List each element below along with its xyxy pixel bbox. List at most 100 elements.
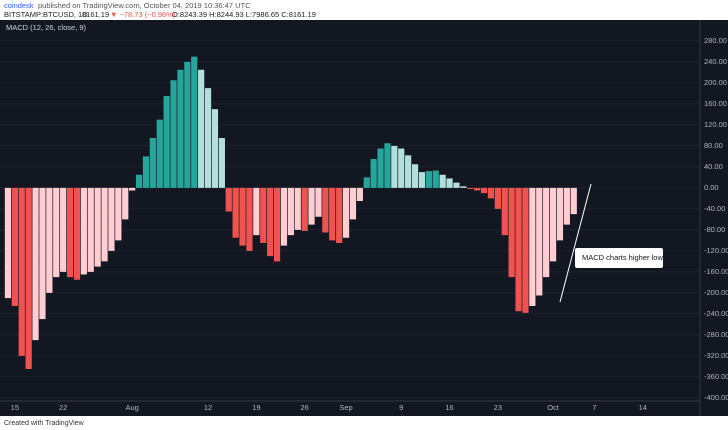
bar [563, 187, 570, 225]
bar [356, 187, 363, 202]
bar [515, 187, 522, 312]
bar [418, 172, 426, 188]
bar [129, 187, 136, 191]
bar [73, 187, 81, 280]
bar [163, 96, 170, 188]
bar [384, 143, 391, 188]
bar [80, 187, 87, 275]
y-tick-label: 0.00 [704, 183, 719, 192]
bar [570, 187, 577, 215]
x-tick-label: 7 [592, 403, 596, 412]
y-tick-label: 200.00 [704, 78, 727, 87]
bar [280, 187, 288, 246]
x-tick-label: 23 [494, 403, 502, 412]
bar [142, 156, 150, 188]
bar [536, 187, 543, 296]
bar [522, 187, 529, 313]
x-tick-label: Aug [125, 403, 138, 412]
bar [225, 187, 232, 212]
x-tick-label: Oct [547, 403, 560, 412]
y-tick-label: -360.00 [704, 372, 728, 381]
bar [349, 187, 357, 220]
bar [253, 187, 260, 236]
bar [453, 182, 460, 188]
bar [198, 69, 205, 188]
bar [543, 187, 550, 278]
bar [232, 187, 239, 238]
y-tick-label: -160.00 [704, 267, 728, 276]
bar [398, 148, 405, 188]
ohlc: O:8243.39 H:8244.93 L:7986.65 C:8161.19 [172, 10, 316, 19]
bar [529, 187, 536, 306]
x-tick-label: 9 [399, 403, 403, 412]
x-tick-label: 19 [252, 403, 260, 412]
bar [549, 187, 557, 262]
bar [170, 80, 177, 188]
change: ▼ −78.73 (−0.96%) [110, 10, 176, 19]
annotation-line [559, 183, 592, 303]
bar [308, 187, 315, 225]
bar [501, 187, 508, 236]
bar [122, 187, 129, 220]
y-tick-label: 280.00 [704, 36, 727, 45]
y-tick-label: 80.00 [704, 141, 723, 150]
bar [177, 69, 184, 188]
bar [439, 174, 446, 188]
bar [267, 187, 274, 257]
x-tick-label: 14 [639, 403, 647, 412]
price: 8161.19 [82, 10, 109, 19]
bar [260, 187, 267, 243]
bar [46, 187, 53, 293]
bar [191, 56, 198, 188]
bar [342, 187, 350, 238]
bar [494, 187, 501, 209]
x-tick-label: 26 [300, 403, 308, 412]
bar [391, 145, 398, 188]
y-tick-label: -80.00 [704, 225, 725, 234]
annotation-box [575, 248, 663, 268]
bar [287, 187, 294, 236]
bar [487, 187, 495, 199]
bar [273, 187, 281, 262]
bar [32, 187, 39, 341]
symbol: BITSTAMP:BTCUSD, 1D [4, 10, 88, 19]
y-tick-label: -280.00 [704, 330, 728, 339]
bar [115, 187, 122, 241]
y-tick-label: -200.00 [704, 288, 728, 297]
published: published on TradingView.com, October 04… [38, 1, 251, 10]
bar [101, 187, 108, 262]
indicator-title: MACD (12, 26, close, 9) [6, 23, 87, 32]
bar [467, 187, 474, 189]
y-tick-label: 40.00 [704, 162, 723, 171]
bar [460, 186, 467, 188]
bar [246, 187, 253, 251]
bar [301, 187, 308, 231]
bar [336, 187, 343, 243]
bar [39, 187, 46, 320]
bar [149, 138, 156, 188]
bar [135, 174, 143, 188]
bar [508, 187, 515, 278]
bar [60, 187, 67, 272]
bar [184, 61, 191, 188]
y-tick-label: -400.00 [704, 393, 728, 402]
bar [211, 109, 219, 188]
y-tick-label: -320.00 [704, 351, 728, 360]
y-tick-label: -120.00 [704, 246, 728, 255]
bar [53, 187, 60, 278]
y-tick-label: -240.00 [704, 309, 728, 318]
bar [377, 148, 384, 188]
bar [294, 187, 301, 230]
y-tick-label: 120.00 [704, 120, 727, 129]
bar [329, 187, 336, 241]
bar [370, 159, 377, 188]
bar [474, 187, 481, 191]
x-tick-label: Sep [339, 403, 352, 412]
y-tick-label: -40.00 [704, 204, 725, 213]
bar [411, 164, 419, 188]
x-tick-label: 12 [204, 403, 212, 412]
bar [239, 187, 246, 246]
y-tick-label: 240.00 [704, 57, 727, 66]
bar [432, 170, 439, 188]
